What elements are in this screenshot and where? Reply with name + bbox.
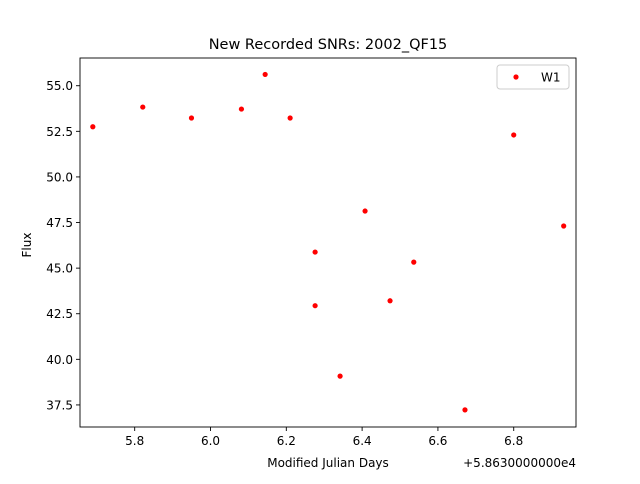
data-point <box>362 208 368 214</box>
legend-box <box>496 64 570 90</box>
y-tick-label: 42.5 <box>46 307 73 321</box>
data-point <box>312 249 318 255</box>
plot-area: 5.8 6.0 6.2 6.4 6.6 6.8 37.5 40.0 42.5 45.0 47.5 50… <box>46 57 577 448</box>
data-point <box>238 106 245 112</box>
data-point <box>188 115 195 121</box>
data-point <box>462 407 468 413</box>
data-point <box>561 223 567 229</box>
y-tick-label: 47.5 <box>46 216 73 230</box>
chart-title: New Recorded SNRs: 2002_QF15 <box>209 37 448 53</box>
x-tick-label: 6.0 <box>201 434 220 448</box>
data-point <box>90 124 96 130</box>
x-tick-label: 6.2 <box>277 434 296 448</box>
legend-label: W1 <box>541 71 561 85</box>
data-point <box>337 373 343 379</box>
legend: W1 <box>496 64 570 90</box>
data-point <box>262 71 268 78</box>
data-point <box>140 104 146 110</box>
y-tick-label: 50.0 <box>46 170 73 184</box>
x-tick-label: 6.4 <box>353 434 372 448</box>
y-tick-label: 37.5 <box>46 398 73 412</box>
y-axis-label: Flux <box>20 233 34 258</box>
y-tick-label: 45.0 <box>46 262 73 276</box>
data-point <box>387 298 393 304</box>
axes-frame <box>79 57 577 428</box>
legend-marker <box>513 74 519 80</box>
y-tick-label: 52.5 <box>46 125 73 139</box>
x-axis-label: Modified Julian Days <box>267 456 389 470</box>
data-point <box>287 115 293 121</box>
data-point <box>312 303 318 309</box>
y-tick-label: 55.0 <box>46 79 73 93</box>
x-tick-label: 5.8 <box>125 434 144 448</box>
x-tick-label: 6.6 <box>428 434 447 448</box>
y-tick-label: 40.0 <box>46 353 73 367</box>
x-tick-label: 6.8 <box>504 434 523 448</box>
x-axis-offset-label: +5.8630000000e4 <box>463 456 576 470</box>
data-point <box>511 132 517 138</box>
data-point <box>411 259 417 265</box>
